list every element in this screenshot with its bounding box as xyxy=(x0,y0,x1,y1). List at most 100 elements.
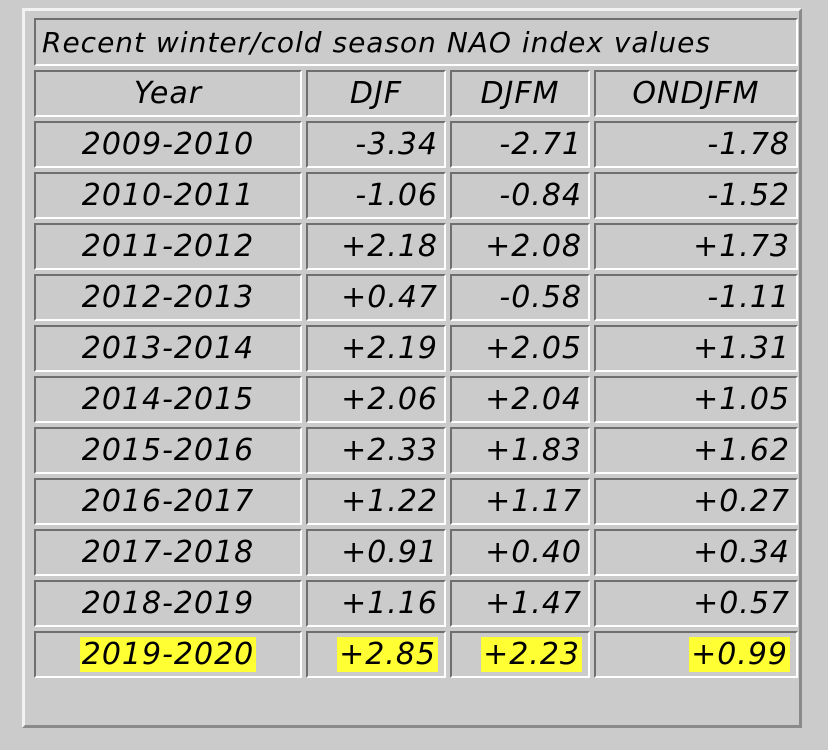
cell-year: 2010-2011 xyxy=(34,172,302,219)
cell-djfm-value: +0.40 xyxy=(485,535,582,570)
cell-djfm-value: -0.58 xyxy=(499,280,582,315)
header-year: Year xyxy=(34,70,302,117)
cell-year: 2009-2010 xyxy=(34,121,302,168)
cell-year-value: 2016-2017 xyxy=(81,484,255,519)
cell-ondjfm-value: +0.57 xyxy=(693,586,790,621)
cell-djf: +1.22 xyxy=(306,478,446,525)
cell-ondjfm-value: -1.11 xyxy=(707,280,790,315)
cell-ondjfm: +0.99 xyxy=(594,631,798,678)
cell-year: 2016-2017 xyxy=(34,478,302,525)
table-title: Recent winter/cold season NAO index valu… xyxy=(34,18,798,66)
cell-year-value: 2009-2010 xyxy=(81,127,255,162)
table-row: 2019-2020 +2.85 +2.23 +0.99 xyxy=(34,631,798,678)
cell-year: 2013-2014 xyxy=(34,325,302,372)
table-row: 2016-2017 +1.22 +1.17 +0.27 xyxy=(34,478,798,525)
cell-ondjfm-value: -1.78 xyxy=(707,127,790,162)
cell-djf: +1.16 xyxy=(306,580,446,627)
cell-djf: +2.19 xyxy=(306,325,446,372)
table-frame xyxy=(22,8,802,728)
cell-djf-value: +2.33 xyxy=(341,433,438,468)
cell-djf: -3.34 xyxy=(306,121,446,168)
cell-year-value: 2015-2016 xyxy=(81,433,255,468)
cell-djfm: +2.05 xyxy=(450,325,590,372)
cell-djfm: +1.17 xyxy=(450,478,590,525)
cell-djfm-value: -2.71 xyxy=(499,127,582,162)
cell-ondjfm-value: +1.62 xyxy=(693,433,790,468)
cell-djfm: +0.40 xyxy=(450,529,590,576)
cell-ondjfm-value: -1.52 xyxy=(707,178,790,213)
cell-ondjfm-value: +1.73 xyxy=(693,229,790,264)
cell-djf-value: +2.06 xyxy=(341,382,438,417)
title-row: Recent winter/cold season NAO index valu… xyxy=(34,18,798,66)
cell-djf-value: +2.19 xyxy=(341,331,438,366)
cell-djfm-value: +2.23 xyxy=(481,637,582,672)
cell-djf-value: -3.34 xyxy=(355,127,438,162)
cell-djf: +0.47 xyxy=(306,274,446,321)
cell-ondjfm: +1.73 xyxy=(594,223,798,270)
cell-year-value: 2011-2012 xyxy=(81,229,255,264)
cell-djf: +0.91 xyxy=(306,529,446,576)
table-row: 2015-2016 +2.33 +1.83 +1.62 xyxy=(34,427,798,474)
cell-djf-value: +1.16 xyxy=(341,586,438,621)
cell-year: 2017-2018 xyxy=(34,529,302,576)
cell-djf-value: +0.91 xyxy=(341,535,438,570)
cell-ondjfm: -1.11 xyxy=(594,274,798,321)
cell-ondjfm-value: +0.34 xyxy=(693,535,790,570)
header-djfm: DJFM xyxy=(450,70,590,117)
cell-djfm-value: +2.05 xyxy=(485,331,582,366)
cell-ondjfm: -1.78 xyxy=(594,121,798,168)
cell-ondjfm-value: +0.99 xyxy=(689,637,790,672)
table-row: 2017-2018 +0.91 +0.40 +0.34 xyxy=(34,529,798,576)
cell-djf-value: +0.47 xyxy=(341,280,438,315)
cell-ondjfm-value: +0.27 xyxy=(693,484,790,519)
nao-index-table: Recent winter/cold season NAO index valu… xyxy=(30,14,802,682)
cell-djfm-value: +2.04 xyxy=(485,382,582,417)
cell-djfm: +1.83 xyxy=(450,427,590,474)
cell-djfm: +2.04 xyxy=(450,376,590,423)
cell-djf-value: +2.85 xyxy=(337,637,438,672)
cell-ondjfm: +0.27 xyxy=(594,478,798,525)
cell-ondjfm: -1.52 xyxy=(594,172,798,219)
cell-ondjfm: +1.31 xyxy=(594,325,798,372)
cell-djf-value: -1.06 xyxy=(355,178,438,213)
cell-djf-value: +2.18 xyxy=(341,229,438,264)
cell-year-value: 2019-2020 xyxy=(79,637,257,672)
cell-ondjfm-value: +1.31 xyxy=(693,331,790,366)
table-row: 2018-2019 +1.16 +1.47 +0.57 xyxy=(34,580,798,627)
header-ondjfm: ONDJFM xyxy=(594,70,798,117)
table-row: 2014-2015 +2.06 +2.04 +1.05 xyxy=(34,376,798,423)
header-djf: DJF xyxy=(306,70,446,117)
cell-year: 2015-2016 xyxy=(34,427,302,474)
cell-year-value: 2018-2019 xyxy=(81,586,255,621)
cell-djfm: +1.47 xyxy=(450,580,590,627)
cell-djfm-value: +1.17 xyxy=(485,484,582,519)
cell-year: 2012-2013 xyxy=(34,274,302,321)
cell-djfm: +2.08 xyxy=(450,223,590,270)
table-row: 2013-2014 +2.19 +2.05 +1.31 xyxy=(34,325,798,372)
cell-djf: +2.33 xyxy=(306,427,446,474)
cell-year: 2019-2020 xyxy=(34,631,302,678)
table-row: 2009-2010 -3.34 -2.71 -1.78 xyxy=(34,121,798,168)
cell-djfm-value: -0.84 xyxy=(499,178,582,213)
cell-ondjfm: +1.62 xyxy=(594,427,798,474)
cell-year-value: 2017-2018 xyxy=(81,535,255,570)
cell-year: 2011-2012 xyxy=(34,223,302,270)
cell-ondjfm: +1.05 xyxy=(594,376,798,423)
table-body: 2009-2010 -3.34 -2.71 -1.78 2010-2011 -1.06 -0… xyxy=(34,121,798,678)
table-row: 2010-2011 -1.06 -0.84 -1.52 xyxy=(34,172,798,219)
cell-year-value: 2012-2013 xyxy=(81,280,255,315)
cell-djf: +2.85 xyxy=(306,631,446,678)
cell-djfm: -0.84 xyxy=(450,172,590,219)
header-row: Year DJF DJFM ONDJFM xyxy=(34,70,798,117)
cell-ondjfm: +0.34 xyxy=(594,529,798,576)
cell-ondjfm: +0.57 xyxy=(594,580,798,627)
cell-djf-value: +1.22 xyxy=(341,484,438,519)
cell-year-value: 2014-2015 xyxy=(81,382,255,417)
cell-ondjfm-value: +1.05 xyxy=(693,382,790,417)
table-row: 2012-2013 +0.47 -0.58 -1.11 xyxy=(34,274,798,321)
cell-djfm-value: +1.47 xyxy=(485,586,582,621)
cell-year-value: 2010-2011 xyxy=(81,178,255,213)
cell-djfm-value: +1.83 xyxy=(485,433,582,468)
cell-year-value: 2013-2014 xyxy=(81,331,255,366)
cell-djfm: -2.71 xyxy=(450,121,590,168)
